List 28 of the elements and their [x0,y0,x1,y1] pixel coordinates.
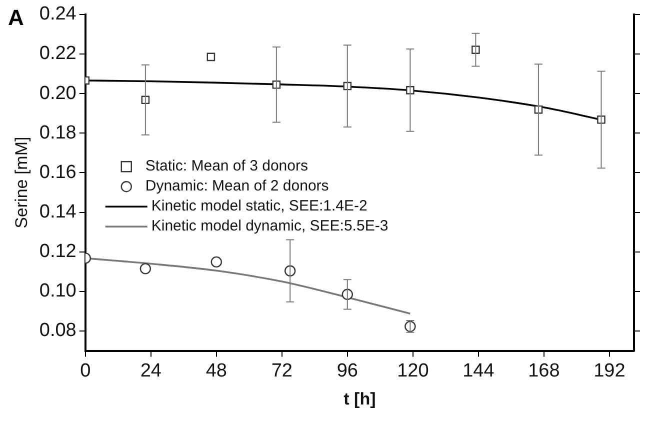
legend-label: Kinetic model dynamic, SEE:5.5E-3 [151,218,388,235]
x-tick-label: 96 [336,360,358,382]
legend-label: Dynamic: Mean of 2 donors [145,178,329,195]
x-axis-title: t [h] [344,389,376,408]
chart-title: A [8,5,24,30]
y-tick-label: 0.16 [39,162,76,183]
y-tick-label: 0.10 [39,280,76,302]
x-tick-label: 168 [528,360,560,382]
y-tick-label: 0.08 [39,320,76,342]
x-tick-label: 144 [462,360,495,382]
y-tick-label: 0.18 [39,122,76,144]
y-tick-label: 0.14 [39,202,77,223]
x-tick-label: 72 [271,360,292,382]
y-tick-label: 0.12 [39,241,76,262]
x-tick-label: 48 [206,360,227,382]
y-tick-label: 0.24 [39,4,77,25]
legend-label: Kinetic model static, SEE:1.4E-2 [151,198,368,215]
x-tick-label: 192 [594,360,626,382]
point [210,256,222,268]
x-tick-label: 0 [80,360,91,382]
x-tick-label: 120 [397,360,429,382]
legend-label: Static: Mean of 3 donors [145,158,308,175]
y-tick-label: 0.22 [39,43,76,64]
x-tick-label: 24 [140,360,162,382]
point [140,263,152,274]
y-tick-label: 0.20 [39,82,76,104]
point [206,52,216,62]
y-axis-title: Serine [mM] [12,136,31,228]
